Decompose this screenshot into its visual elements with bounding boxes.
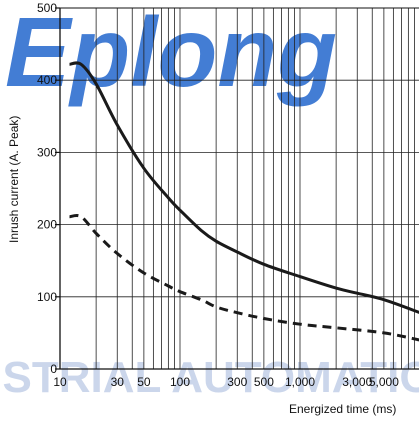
y-tick-label: 300	[37, 145, 57, 159]
y-tick-label: 200	[37, 218, 57, 232]
y-tick-label: 500	[37, 1, 57, 15]
dashed-curve	[69, 213, 419, 342]
watermark-top-text: Eplong	[5, 0, 337, 107]
x-tick-label: 1,000	[285, 375, 315, 389]
x-tick-label: 10	[53, 375, 67, 389]
y-tick-label: 0	[50, 362, 57, 376]
axis-layer: 0 100 200 300 400 500 10 30 50 100 300 500 1,000 3,00…	[37, 1, 419, 389]
x-tick-label: 500	[254, 375, 274, 389]
x-tick-label: 300	[227, 375, 247, 389]
x-tick-label: 50	[137, 375, 151, 389]
watermark: Eplong INDUSTRIAL AUTOMATION	[0, 0, 419, 402]
x-tick-label: 30	[111, 375, 125, 389]
chart-grid	[60, 7, 419, 369]
y-tick-label: 400	[37, 73, 57, 87]
x-axis-title: Energized time (ms)	[289, 402, 396, 416]
y-axis-title: Inrush current (A. Peak)	[7, 116, 21, 243]
x-tick-label: 5,000	[369, 375, 399, 389]
solid-curve	[69, 61, 419, 314]
y-tick-label: 100	[37, 290, 57, 304]
series-layer	[69, 61, 419, 342]
x-tick-label: 100	[170, 375, 190, 389]
x-tick-label: 3,000	[342, 375, 372, 389]
watermark-bottom-text: INDUSTRIAL AUTOMATION	[0, 353, 419, 402]
